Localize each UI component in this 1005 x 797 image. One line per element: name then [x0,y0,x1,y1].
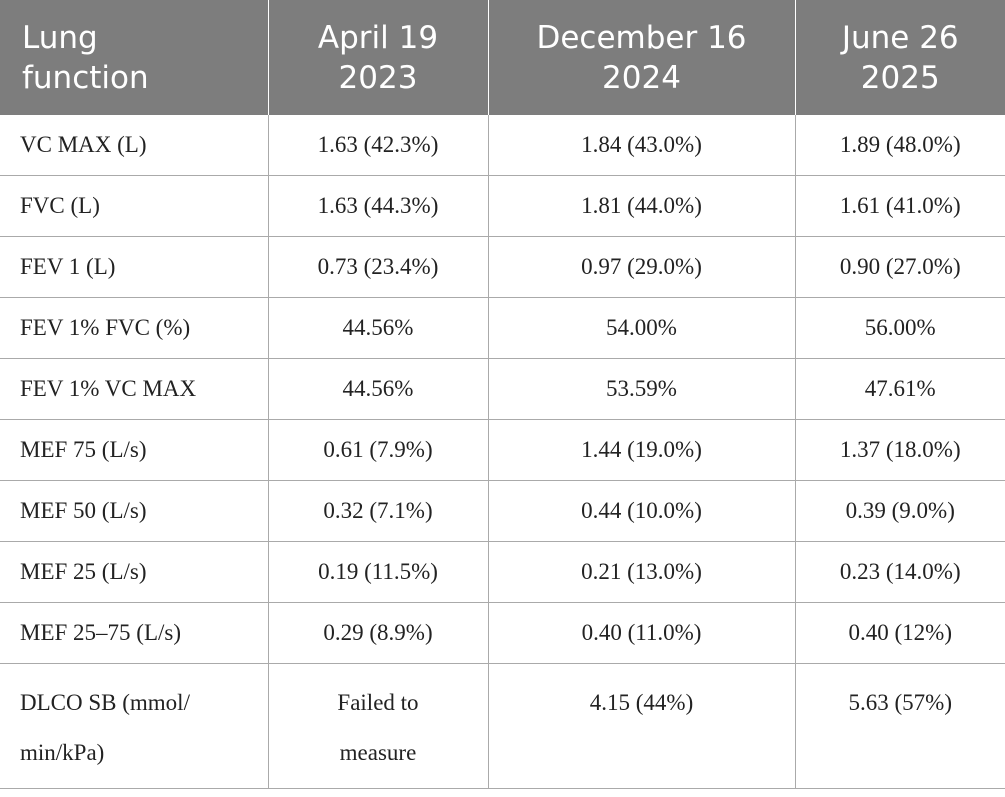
row-label: VC MAX (L) [0,115,268,176]
cell: 0.32 (7.1%) [267,480,488,542]
table-row: DLCO SB (mmol/min/kPa) Failed to measure 4.… [0,663,1005,789]
cell: 0.44 (10.0%) [487,480,795,542]
cell: 0.19 (11.5%) [267,541,488,603]
row-label: FVC (L) [0,175,268,237]
cell: 47.61% [794,358,1005,420]
cell: 0.39 (9.0%) [794,480,1005,542]
table-body: VC MAX (L) 1.63 (42.3%) 1.84 (43.0%) 1.89 (… [0,115,1005,789]
cell: 44.56% [267,297,488,359]
cell: Failed to measure [267,663,488,789]
table-row: MEF 25–75 (L/s) 0.29 (8.9%) 0.40 (11.0%) 0.… [0,602,1005,664]
cell-line: DLCO SB (mmol/ [20,690,190,715]
table-row: VC MAX (L) 1.63 (42.3%) 1.84 (43.0%) 1.89 (… [0,115,1005,176]
cell: 1.63 (42.3%) [267,115,488,176]
cell: 0.61 (7.9%) [267,419,488,481]
cell: 0.29 (8.9%) [267,602,488,664]
cell-line: measure [339,740,417,765]
header-row: Lung function April 19 2023 December 16 2024 J… [0,0,1005,115]
cell-line: Failed to [337,690,419,715]
row-label: MEF 50 (L/s) [0,480,268,542]
table-row: MEF 25 (L/s) 0.19 (11.5%) 0.21 (13.0%) 0.23… [0,541,1005,603]
cell: 5.63 (57%) [794,663,1005,789]
table-row: MEF 50 (L/s) 0.32 (7.1%) 0.44 (10.0%) 0.39 … [0,480,1005,542]
cell-line: June 26 [841,19,959,56]
header-cell: December 16 2024 [487,0,795,115]
row-label: FEV 1% VC MAX [0,358,268,420]
row-label: FEV 1 (L) [0,236,268,298]
cell: 1.37 (18.0%) [794,419,1005,481]
cell: 1.89 (48.0%) [794,115,1005,176]
cell: 0.23 (14.0%) [794,541,1005,603]
cell: 4.15 (44%) [487,663,795,789]
row-label: MEF 25 (L/s) [0,541,268,603]
table-row: FEV 1 (L) 0.73 (23.4%) 0.97 (29.0%) 0.90 (2… [0,236,1005,298]
table-row: FEV 1% VC MAX 44.56% 53.59% 47.61% [0,358,1005,420]
cell-line: 2024 [602,59,681,96]
header-cell: June 26 2025 [794,0,1005,115]
cell: 1.81 (44.0%) [487,175,795,237]
cell: 0.97 (29.0%) [487,236,795,298]
cell: 1.84 (43.0%) [487,115,795,176]
cell: 1.63 (44.3%) [267,175,488,237]
cell-line: Lung [22,19,98,56]
table-row: FEV 1% FVC (%) 44.56% 54.00% 56.00% [0,297,1005,359]
cell: 0.40 (12%) [794,602,1005,664]
cell-line: function [22,59,149,96]
cell: 44.56% [267,358,488,420]
header-cell: April 19 2023 [267,0,488,115]
cell: 0.90 (27.0%) [794,236,1005,298]
table-row: FVC (L) 1.63 (44.3%) 1.81 (44.0%) 1.61 (41.… [0,175,1005,237]
cell: 1.61 (41.0%) [794,175,1005,237]
cell: 1.44 (19.0%) [487,419,795,481]
cell-line: 2023 [338,59,418,96]
cell-line: 2025 [860,59,940,96]
cell: 54.00% [487,297,795,359]
row-label: MEF 25–75 (L/s) [0,602,268,664]
cell: 53.59% [487,358,795,420]
row-label: DLCO SB (mmol/min/kPa) [0,663,268,789]
cell: 0.73 (23.4%) [267,236,488,298]
cell-line: min/kPa) [20,740,105,765]
header-cell: Lung function [0,0,268,115]
cell: 56.00% [794,297,1005,359]
cell: 0.40 (11.0%) [487,602,795,664]
cell-line: December 16 [536,19,747,56]
cell-line: April 19 [317,19,439,56]
row-label: FEV 1% FVC (%) [0,297,268,359]
cell: 0.21 (13.0%) [487,541,795,603]
table-row: MEF 75 (L/s) 0.61 (7.9%) 1.44 (19.0%) 1.37 … [0,419,1005,481]
row-label: MEF 75 (L/s) [0,419,268,481]
